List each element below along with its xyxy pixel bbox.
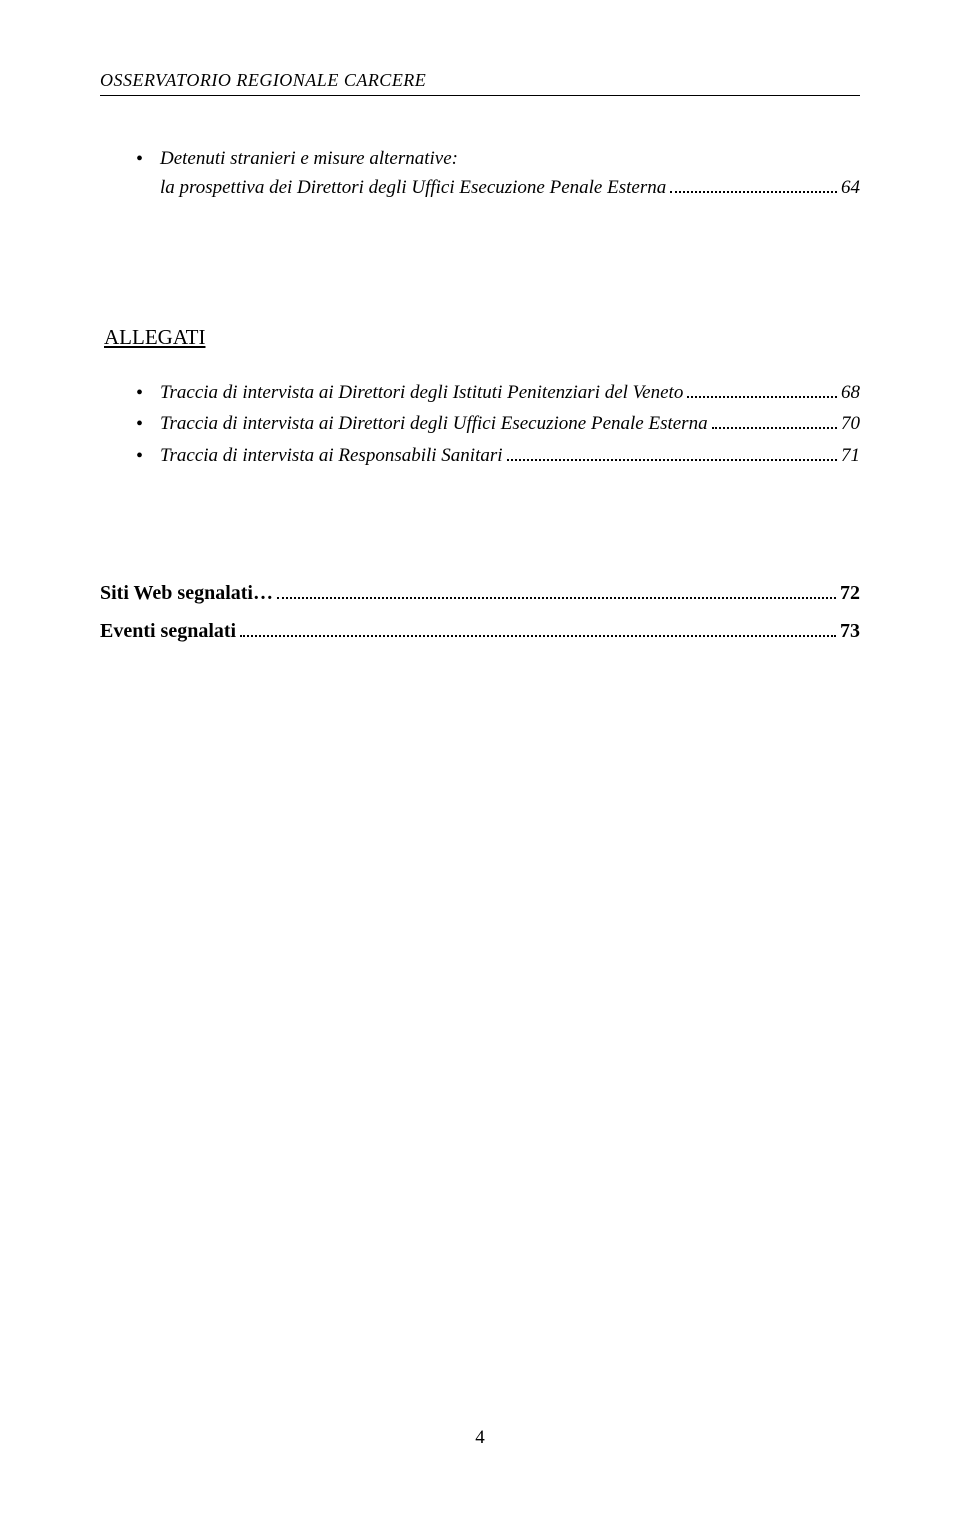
- toc-page-number: 70: [841, 409, 860, 438]
- dot-leaders: [712, 412, 837, 429]
- eventi-page: 73: [840, 620, 860, 643]
- allegati-heading: ALLEGATI: [100, 325, 860, 350]
- toc-item: Traccia di intervista ai Responsabili Sa…: [136, 441, 860, 470]
- toc-item: Detenuti stranieri e misure alternative:…: [136, 144, 860, 203]
- page-number: 4: [0, 1427, 960, 1449]
- siti-web-line: Siti Web segnalati… 72: [100, 580, 860, 604]
- toc-page-number: 68: [841, 378, 860, 407]
- allegati-list: Traccia di intervista ai Direttori degli…: [100, 378, 860, 470]
- toc-item-text: Traccia di intervista ai Direttori degli…: [160, 409, 708, 438]
- toc-page-number: 71: [841, 441, 860, 470]
- running-header: OSSERVATORIO REGIONALE CARCERE: [100, 70, 860, 96]
- dot-leaders: [687, 380, 837, 397]
- toc-item-line2: la prospettiva dei Direttori degli Uffic…: [160, 173, 666, 202]
- toc-item: Traccia di intervista ai Direttori degli…: [136, 409, 860, 438]
- toc-top-list: Detenuti stranieri e misure alternative:…: [100, 144, 860, 203]
- toc-item-text: Traccia di intervista ai Direttori degli…: [160, 378, 683, 407]
- dot-leaders: [670, 176, 837, 193]
- toc-item-text: Traccia di intervista ai Responsabili Sa…: [160, 441, 503, 470]
- toc-item-line1: Detenuti stranieri e misure alternative:: [160, 144, 860, 173]
- siti-web-text: Siti Web segnalati…: [100, 582, 273, 605]
- dot-leaders: [507, 443, 837, 460]
- dot-leaders: [277, 580, 836, 598]
- dot-leaders: [240, 619, 836, 637]
- toc-item: Traccia di intervista ai Direttori degli…: [136, 378, 860, 407]
- siti-web-page: 72: [840, 582, 860, 605]
- eventi-line: Eventi segnalati 73: [100, 619, 860, 643]
- bottom-block: Siti Web segnalati… 72 Eventi segnalati …: [100, 580, 860, 643]
- eventi-text: Eventi segnalati: [100, 620, 236, 643]
- toc-page-number: 64: [841, 173, 860, 202]
